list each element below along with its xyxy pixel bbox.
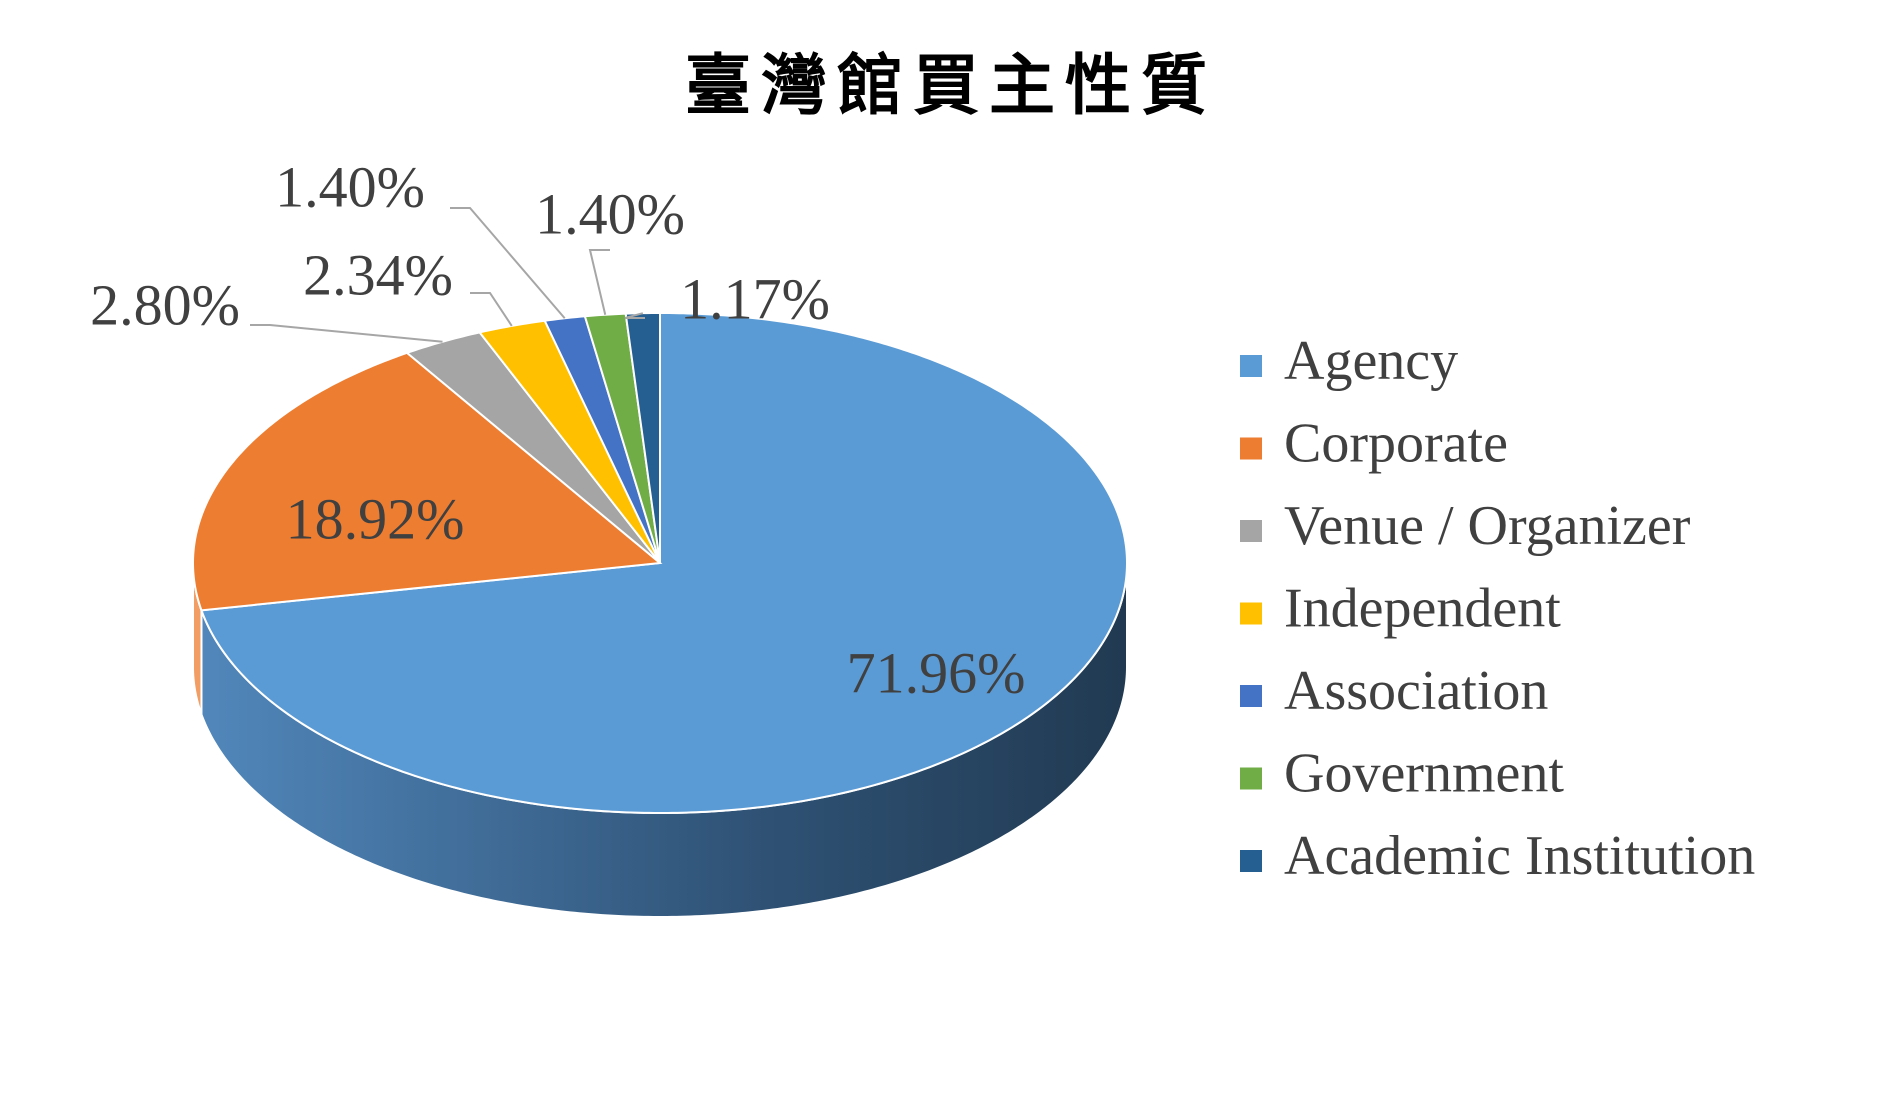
data-label: 1.17% [680, 266, 830, 331]
slice [191, 351, 663, 612]
legend-label: Independent [1284, 577, 1561, 639]
slice [624, 311, 661, 564]
legend-label: Venue / Organizer [1284, 495, 1691, 557]
legend-swatch [1240, 850, 1262, 872]
legend-swatch [1240, 355, 1262, 377]
data-label: 2.80% [90, 272, 240, 337]
slice [583, 312, 661, 564]
legend-label: Association [1284, 660, 1548, 722]
slice [405, 331, 661, 564]
slice [543, 315, 661, 564]
slice [200, 311, 1129, 814]
legend-swatch [1240, 520, 1262, 542]
leader-line [250, 324, 443, 343]
legend-swatch [1240, 767, 1262, 790]
data-label: 18.92% [286, 486, 465, 551]
data-label: 2.34% [303, 242, 453, 307]
data-label: 71.96% [847, 640, 1026, 705]
leader-line [450, 207, 566, 319]
slice [477, 319, 661, 564]
leader-line [470, 292, 513, 327]
legend-label: Academic Institution [1284, 825, 1755, 887]
legend-label: Corporate [1284, 412, 1508, 474]
legend-label: Government [1284, 742, 1564, 804]
leader-line [624, 312, 645, 319]
legend-swatch [1240, 685, 1262, 707]
data-label: 1.40% [275, 154, 425, 219]
legend-swatch [1240, 437, 1262, 460]
legend-swatch [1240, 602, 1262, 625]
leader-line [588, 249, 610, 315]
legend-label: Agency [1284, 330, 1458, 392]
chart-title: 臺灣館買主性質 [685, 46, 1217, 124]
data-label: 1.40% [535, 181, 685, 246]
